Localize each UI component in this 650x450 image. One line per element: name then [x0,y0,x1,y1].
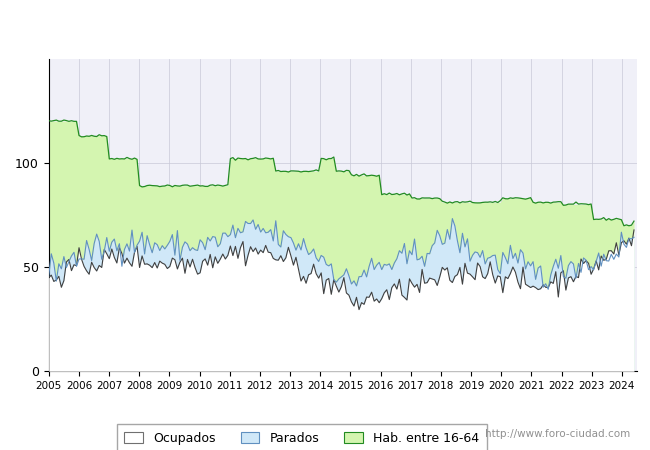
Text: El Oso - Evolucion de la poblacion en edad de Trabajar Mayo de 2024: El Oso - Evolucion de la poblacion en ed… [94,19,556,32]
Text: http://www.foro-ciudad.com: http://www.foro-ciudad.com [486,429,630,439]
Legend: Ocupados, Parados, Hab. entre 16-64: Ocupados, Parados, Hab. entre 16-64 [117,424,486,450]
